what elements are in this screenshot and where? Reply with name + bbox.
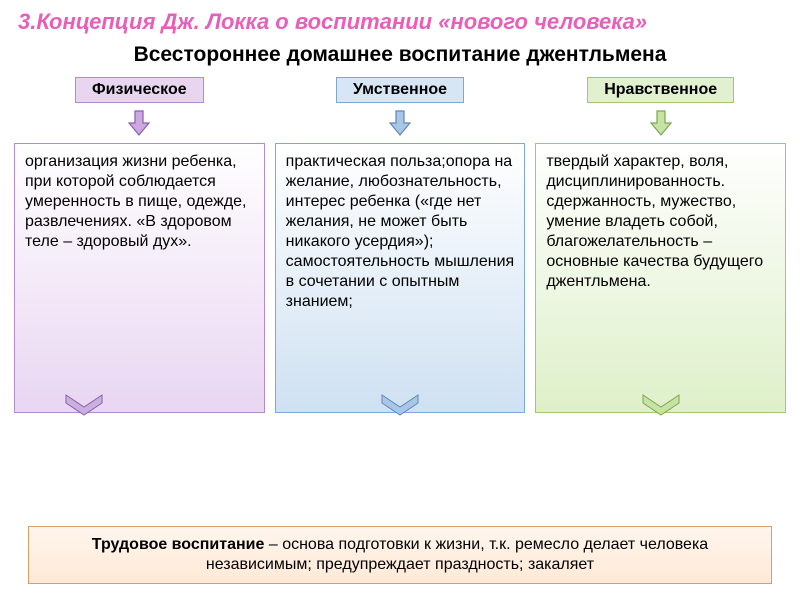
- arrow-down-icon: [386, 109, 414, 137]
- chevron-down-icon: [64, 393, 104, 417]
- column-moral: Нравственное твердый характер, воля, дис…: [535, 77, 786, 413]
- column-box-mental: практическая польза;опора на желание, лю…: [275, 143, 526, 413]
- column-box-physical: организация жизни ребенка, при которой с…: [14, 143, 265, 413]
- bottom-lead: Трудовое воспитание: [92, 536, 265, 553]
- chevron-down-icon: [641, 393, 681, 417]
- chevron-down-icon: [380, 393, 420, 417]
- column-label-mental: Умственное: [336, 77, 464, 103]
- columns-row: Физическое организация жизни ребенка, пр…: [0, 77, 800, 413]
- arrow-down-icon: [647, 109, 675, 137]
- slide-subtitle: Всестороннее домашнее воспитание джентль…: [0, 40, 800, 77]
- column-label-physical: Физическое: [75, 77, 204, 103]
- bottom-rest: – основа подготовки к жизни, т.к. ремесл…: [206, 536, 708, 573]
- column-box-moral: твердый характер, воля, дисциплинированн…: [535, 143, 786, 413]
- column-physical: Физическое организация жизни ребенка, пр…: [14, 77, 265, 413]
- column-mental: Умственное практическая польза;опора на …: [275, 77, 526, 413]
- arrow-down-icon: [125, 109, 153, 137]
- bottom-summary: Трудовое воспитание – основа подготовки …: [28, 526, 772, 584]
- slide-title: 3.Концепция Дж. Локка о воспитании «ново…: [0, 0, 800, 40]
- column-label-moral: Нравственное: [587, 77, 734, 103]
